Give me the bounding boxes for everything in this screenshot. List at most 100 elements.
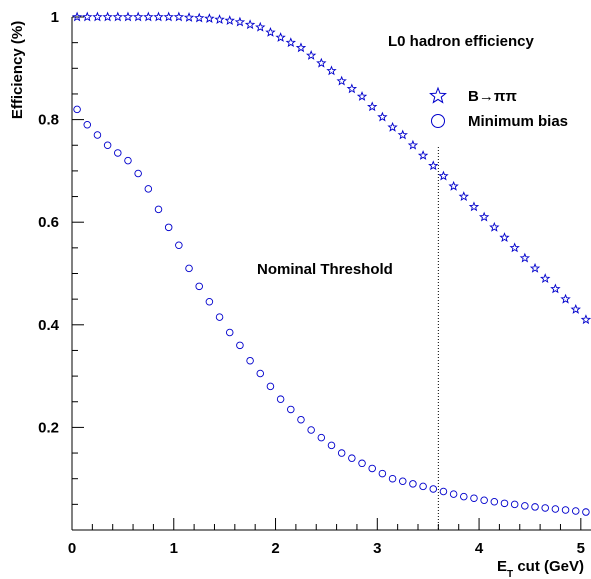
circle-point <box>318 434 325 441</box>
x-tick-label: 2 <box>271 540 279 557</box>
star-point <box>287 38 295 46</box>
star-point <box>399 131 407 139</box>
star-point <box>297 44 305 52</box>
star-point <box>378 113 386 121</box>
star-point <box>511 244 519 252</box>
circle-point <box>491 498 498 505</box>
star-point <box>205 14 213 22</box>
circle-point <box>399 478 406 485</box>
circle-point <box>562 507 569 514</box>
circle-point <box>460 493 467 500</box>
star-point <box>439 172 447 180</box>
x-tick-label: 0 <box>68 540 76 557</box>
star-point <box>490 223 498 231</box>
star-point <box>93 13 101 21</box>
chart-title: L0 hadron efficiency <box>388 33 535 50</box>
circle-point <box>84 121 91 128</box>
star-point <box>501 233 509 241</box>
circle-point <box>104 142 111 149</box>
circle-point <box>94 132 101 139</box>
circle-point <box>349 455 356 462</box>
x-tick-label: 3 <box>373 540 381 557</box>
star-point <box>317 59 325 67</box>
star-point <box>246 20 254 28</box>
legend-star-icon <box>430 88 445 102</box>
star-point <box>307 51 315 59</box>
circle-point <box>338 450 345 457</box>
star-point <box>521 254 529 262</box>
star-point <box>389 123 397 131</box>
circle-point <box>542 505 549 512</box>
star-point <box>480 213 488 221</box>
star-point <box>144 13 152 21</box>
circle-point <box>532 504 539 511</box>
circle-point <box>226 329 233 336</box>
y-tick-label: 0.8 <box>38 112 59 129</box>
circle-point <box>552 506 559 513</box>
circle-point <box>420 483 427 490</box>
star-point <box>531 264 539 272</box>
star-point <box>226 16 234 24</box>
circle-point <box>186 265 193 272</box>
x-axis: 0 1 2 3 4 5 <box>68 518 585 557</box>
star-point <box>83 13 91 21</box>
x-tick-label: 5 <box>577 540 585 557</box>
circle-point <box>155 206 162 213</box>
circle-point <box>430 486 437 493</box>
star-point <box>582 315 590 323</box>
star-point <box>185 13 193 21</box>
circle-point <box>501 500 508 507</box>
star-point <box>460 192 468 200</box>
circle-point <box>410 481 417 488</box>
star-point <box>470 203 478 211</box>
star-point <box>328 67 336 75</box>
star-point <box>348 85 356 93</box>
circle-point <box>481 497 488 504</box>
star-point <box>114 13 122 21</box>
y-axis: 0.2 0.4 0.6 0.8 1 <box>38 9 84 530</box>
circle-point <box>298 416 305 423</box>
circle-point <box>165 224 172 231</box>
x-tick-label: 1 <box>170 540 178 557</box>
star-point <box>419 151 427 159</box>
circle-point <box>389 475 396 482</box>
circle-point <box>206 298 213 305</box>
star-point <box>134 13 142 21</box>
star-point <box>541 274 549 282</box>
star-point <box>338 77 346 85</box>
circle-point <box>74 106 81 113</box>
circle-point <box>359 460 366 467</box>
legend: B→ππ Minimum bias <box>430 88 568 130</box>
star-point <box>551 285 559 293</box>
star-point <box>358 92 366 100</box>
y-tick-label: 0.6 <box>38 214 59 231</box>
x-tick-label: 4 <box>475 540 484 557</box>
circle-point <box>114 150 121 157</box>
star-point <box>266 28 274 36</box>
star-point <box>256 23 264 31</box>
star-point <box>450 182 458 190</box>
y-tick-label: 0.2 <box>38 419 59 436</box>
x-axis-title: ET cut (GeV) <box>497 558 584 579</box>
circle-point <box>379 470 386 477</box>
threshold-label: Nominal Threshold <box>257 261 393 278</box>
y-tick-label: 1 <box>51 9 59 26</box>
star-point <box>195 14 203 22</box>
circle-point <box>308 427 315 434</box>
circle-point <box>511 501 518 508</box>
circle-point <box>196 283 203 290</box>
circle-point <box>216 314 223 321</box>
circle-point <box>328 442 335 449</box>
circle-point <box>287 406 294 413</box>
circle-point <box>257 370 264 377</box>
circle-point <box>450 491 457 498</box>
star-point <box>572 305 580 313</box>
circle-point <box>277 396 284 403</box>
circle-point <box>471 495 478 502</box>
circle-point <box>583 509 590 516</box>
star-point <box>236 18 244 26</box>
star-point <box>124 13 132 21</box>
star-point <box>155 13 163 21</box>
circle-point <box>125 157 132 164</box>
